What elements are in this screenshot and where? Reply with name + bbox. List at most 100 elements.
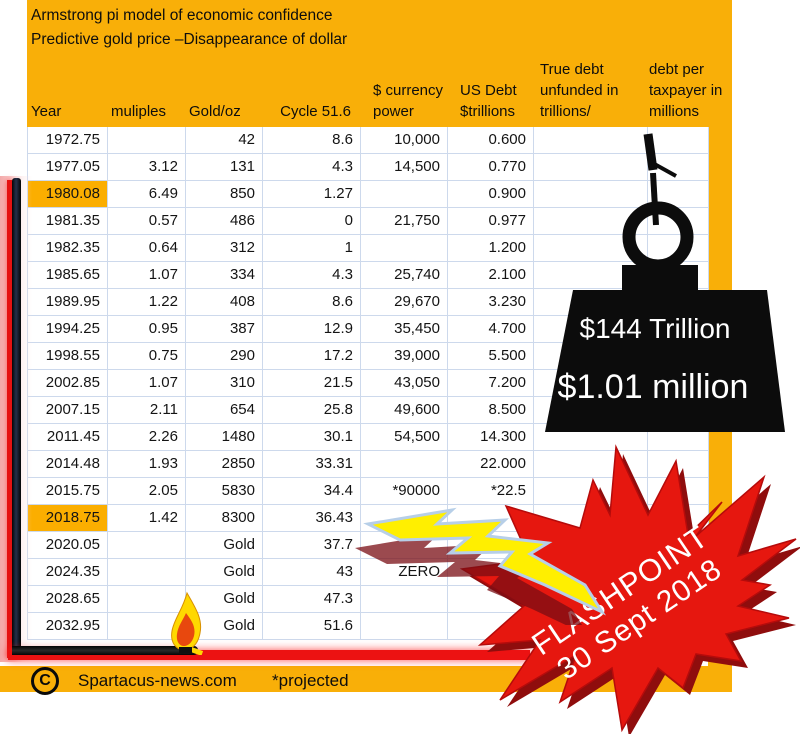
black-horizontal-line — [12, 646, 198, 655]
cell-cycle-1980.08: 1.27 — [263, 181, 361, 208]
cell-gold-2018.75: 8300 — [186, 505, 263, 532]
cell-year-2018.75: 2018.75 — [28, 505, 108, 532]
cell-cycle-1998.55: 17.2 — [263, 343, 361, 370]
cell-year-2014.48: 2014.48 — [28, 451, 108, 478]
cell-currency-1985.65: 25,740 — [361, 262, 448, 289]
cell-gold-2014.48: 2850 — [186, 451, 263, 478]
cell-year-2002.85: 2002.85 — [28, 370, 108, 397]
page-subtitle: Predictive gold price –Disappearance of … — [31, 31, 348, 48]
cell-year-1972.75: 1972.75 — [28, 127, 108, 154]
cell-taxpayer-1977.05 — [648, 154, 709, 181]
cell-year-2024.35: 2024.35 — [28, 559, 108, 586]
cell-cycle-1989.95: 8.6 — [263, 289, 361, 316]
cell-cycle-2015.75: 34.4 — [263, 478, 361, 505]
column-header-taxpayer: debt per taxpayer in millions — [649, 61, 722, 120]
cell-currency-2028.65 — [361, 586, 448, 613]
cell-year-2028.65: 2028.65 — [28, 586, 108, 613]
cell-cycle-2024.35: 43 — [263, 559, 361, 586]
cell-muliples-1980.08: 6.49 — [108, 181, 186, 208]
cell-gold-1980.08: 850 — [186, 181, 263, 208]
cell-cycle-2002.85: 21.5 — [263, 370, 361, 397]
cell-cycle-1977.05: 4.3 — [263, 154, 361, 181]
cell-muliples-2007.15: 2.11 — [108, 397, 186, 424]
cell-cycle-1972.75: 8.6 — [263, 127, 361, 154]
column-header-year: Year — [31, 103, 62, 120]
cell-muliples-1977.05: 3.12 — [108, 154, 186, 181]
cell-gold-1994.25: 387 — [186, 316, 263, 343]
cell-gold-1989.95: 408 — [186, 289, 263, 316]
cell-currency-2002.85: 43,050 — [361, 370, 448, 397]
cell-truedebt-2014.48 — [534, 451, 648, 478]
cell-currency-2014.48 — [361, 451, 448, 478]
cell-muliples-2002.85: 1.07 — [108, 370, 186, 397]
cell-currency-1972.75: 10,000 — [361, 127, 448, 154]
cell-usdebt-2014.48: 22.000 — [448, 451, 534, 478]
header-band — [27, 0, 732, 127]
cell-muliples-2015.75: 2.05 — [108, 478, 186, 505]
cell-cycle-2014.48: 33.31 — [263, 451, 361, 478]
cell-cycle-2028.65: 47.3 — [263, 586, 361, 613]
hanging-weight-icon — [545, 133, 785, 432]
cell-year-1989.95: 1989.95 — [28, 289, 108, 316]
column-header-muliples: muliples — [111, 103, 167, 120]
cell-currency-1977.05: 14,500 — [361, 154, 448, 181]
cell-cycle-1981.35: 0 — [263, 208, 361, 235]
cell-cycle-2020.05: 37.7 — [263, 532, 361, 559]
cell-cycle-2007.15: 25.8 — [263, 397, 361, 424]
cell-gold-1985.65: 334 — [186, 262, 263, 289]
cell-usdebt-1981.35: 0.977 — [448, 208, 534, 235]
cell-currency-1982.35 — [361, 235, 448, 262]
cell-gold-1998.55: 290 — [186, 343, 263, 370]
cell-muliples-2024.35 — [108, 559, 186, 586]
cell-currency-2011.45: 54,500 — [361, 424, 448, 451]
cell-truedebt-1980.08 — [534, 181, 648, 208]
cell-year-2007.15: 2007.15 — [28, 397, 108, 424]
cell-year-1981.35: 1981.35 — [28, 208, 108, 235]
cell-cycle-2011.45: 30.1 — [263, 424, 361, 451]
cell-gold-1981.35: 486 — [186, 208, 263, 235]
cell-usdebt-1972.75: 0.600 — [448, 127, 534, 154]
cell-cycle-1985.65: 4.3 — [263, 262, 361, 289]
cell-usdebt-1998.55: 5.500 — [448, 343, 534, 370]
cell-gold-2028.65: Gold — [186, 586, 263, 613]
cell-muliples-1998.55: 0.75 — [108, 343, 186, 370]
cell-year-1985.65: 1985.65 — [28, 262, 108, 289]
cell-usdebt-2015.75: *22.5 — [448, 478, 534, 505]
cell-gold-1977.05: 131 — [186, 154, 263, 181]
cell-muliples-2020.05 — [108, 532, 186, 559]
cell-year-1977.05: 1977.05 — [28, 154, 108, 181]
cell-muliples-1981.35: 0.57 — [108, 208, 186, 235]
cell-muliples-1982.35: 0.64 — [108, 235, 186, 262]
flame-icon — [171, 591, 204, 655]
cell-usdebt-1980.08: 0.900 — [448, 181, 534, 208]
cell-usdebt-1989.95: 3.230 — [448, 289, 534, 316]
cell-usdebt-1994.25: 4.700 — [448, 316, 534, 343]
cell-year-1994.25: 1994.25 — [28, 316, 108, 343]
cell-taxpayer-2011.45 — [648, 424, 709, 451]
column-header-truedebt: True debt unfunded in trillions/ — [540, 61, 619, 120]
cell-muliples-1972.75 — [108, 127, 186, 154]
cell-usdebt-1982.35: 1.200 — [448, 235, 534, 262]
cell-gold-2002.85: 310 — [186, 370, 263, 397]
copyright-letter: C — [39, 672, 51, 689]
cell-usdebt-2011.45: 14.300 — [448, 424, 534, 451]
column-header-gold: Gold/oz — [189, 103, 241, 120]
table-header: Year muliples Gold/oz Cycle 51.6 $ currency … — [27, 40, 722, 127]
column-header-currency: $ currency power — [373, 82, 444, 120]
cell-usdebt-1985.65: 2.100 — [448, 262, 534, 289]
cell-currency-2032.95 — [361, 613, 448, 640]
cell-truedebt-2011.45 — [534, 424, 648, 451]
cell-year-2032.95: 2032.95 — [28, 613, 108, 640]
cell-usdebt-1977.05: 0.770 — [448, 154, 534, 181]
cell-gold-2015.75: 5830 — [186, 478, 263, 505]
cell-currency-1981.35: 21,750 — [361, 208, 448, 235]
cell-taxpayer-1980.08 — [648, 181, 709, 208]
cell-truedebt-1977.05 — [534, 154, 648, 181]
cell-muliples-2018.75: 1.42 — [108, 505, 186, 532]
cell-cycle-1982.35: 1 — [263, 235, 361, 262]
cell-currency-2007.15: 49,600 — [361, 397, 448, 424]
cell-gold-1972.75: 42 — [186, 127, 263, 154]
cell-truedebt-1982.35 — [534, 235, 648, 262]
cell-taxpayer-1981.35 — [648, 208, 709, 235]
